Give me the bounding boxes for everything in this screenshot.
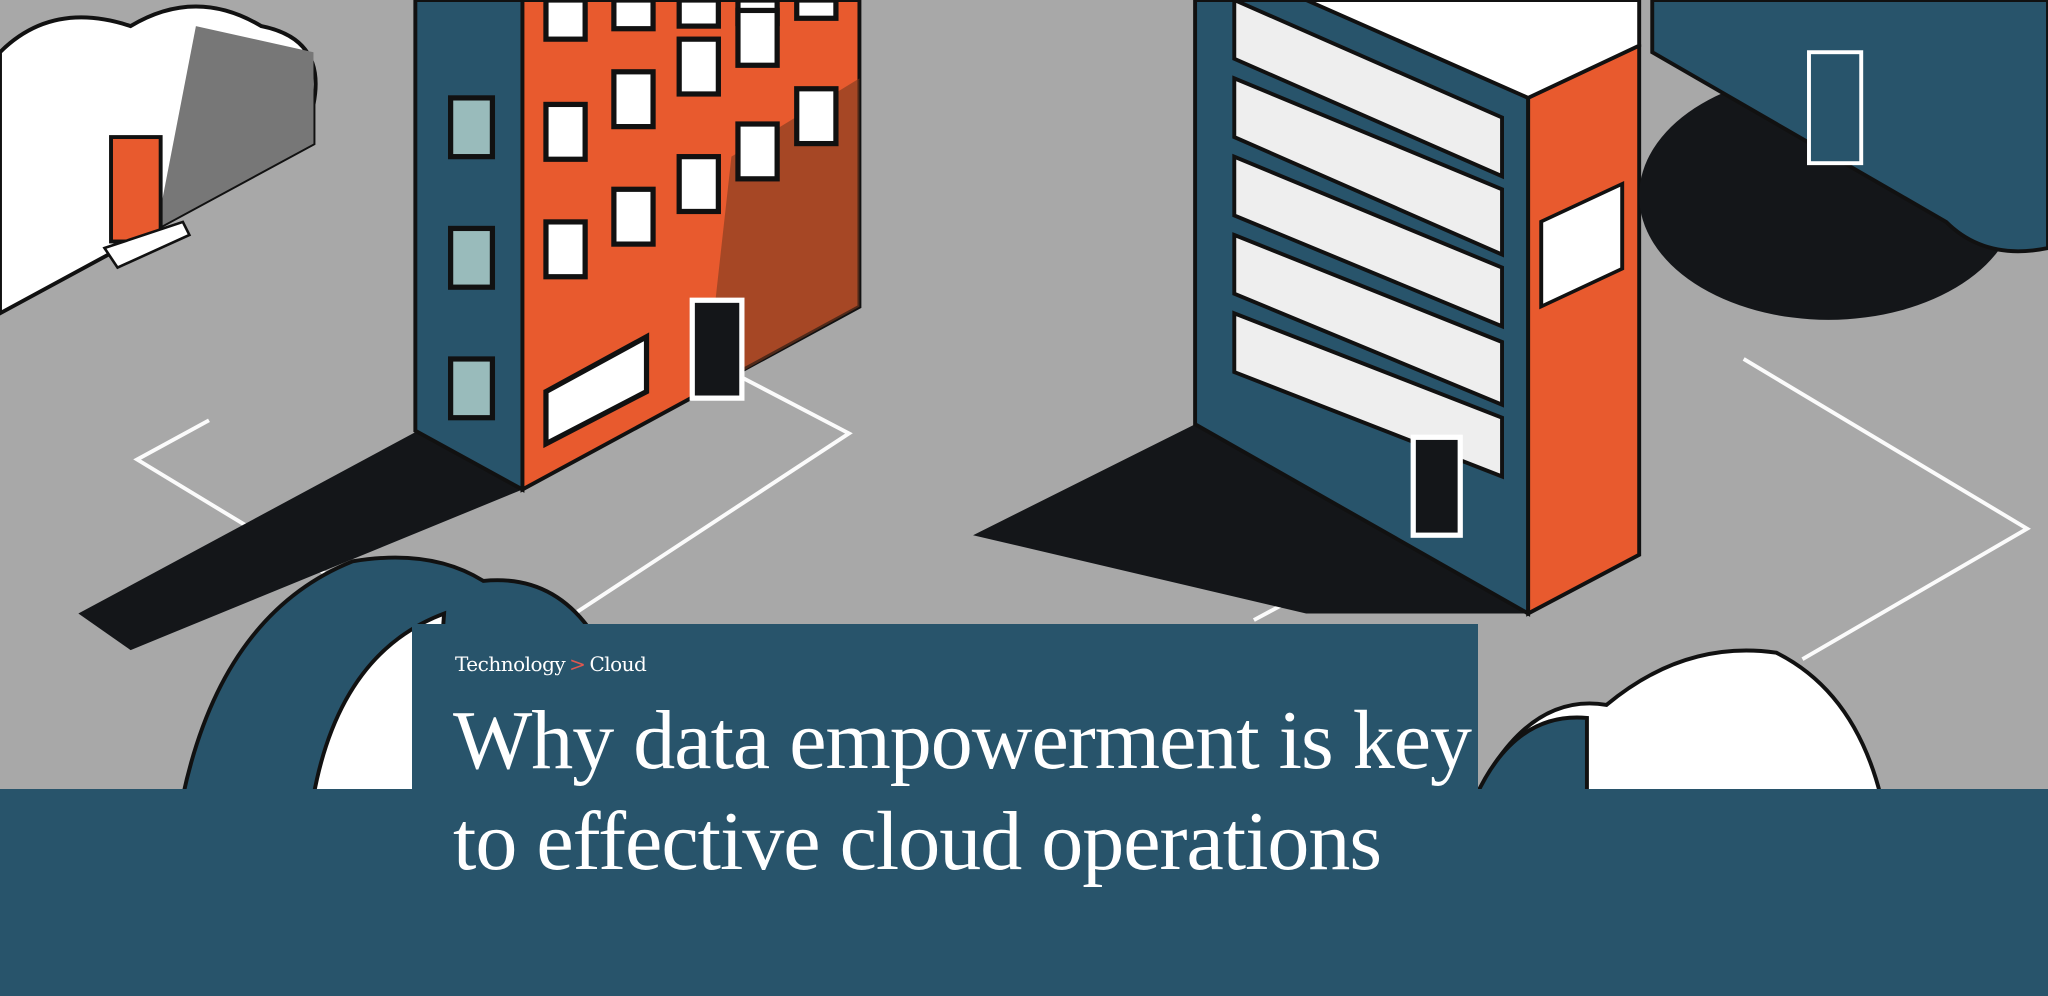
breadcrumb-separator: > [569,652,586,676]
server-rack-icon [973,0,1642,617]
breadcrumb-cloud[interactable]: Cloud [589,652,647,676]
page-title: Why data empowerment is key to effective… [453,694,1472,888]
breadcrumb-technology[interactable]: Technology [455,652,566,676]
cloud-with-door-icon [0,4,318,316]
headline-panel [412,624,1478,996]
breadcrumb: Technology > Cloud [455,652,647,676]
cloud-with-door-icon [180,555,1884,799]
office-building-icon [78,0,862,651]
cloud-with-door-icon [1639,0,2048,320]
